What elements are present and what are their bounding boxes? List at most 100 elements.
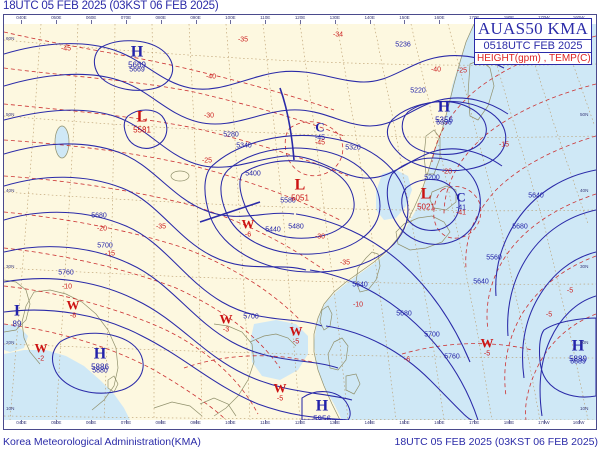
longitude-tick-label: 120E: [294, 15, 306, 20]
center-glyph: L: [420, 185, 432, 203]
pressure-center-h: H 5356: [435, 99, 453, 125]
map-frame: 040E 050E 060E 070E 080E 090E 100E 110E 120E 130E…: [3, 14, 597, 430]
pressure-center-w: W-2: [488, 418, 501, 421]
longitude-tick-label: 110E: [260, 15, 271, 20]
longitude-tick-mark: [160, 20, 162, 24]
latitude-tick-label: 20N: [6, 340, 15, 345]
isotherm-label: -15: [104, 250, 116, 258]
center-glyph: H: [93, 345, 107, 363]
pressure-center-c: C -41: [456, 191, 466, 212]
longitude-tick-label: 180E: [504, 15, 514, 20]
legend-units: HEIGHT(gpm) , TEMP(C): [477, 53, 591, 64]
pressure-center-w: W -8: [67, 299, 80, 320]
longitude-tick-mark: [91, 420, 93, 424]
longitude-tick-label: 170E: [469, 15, 479, 20]
height-contour-label: 5680: [512, 223, 528, 231]
longitude-tick-mark: [125, 20, 127, 24]
longitude-tick-mark: [265, 20, 267, 24]
longitude-tick-mark: [404, 20, 406, 24]
isotherm-label: -35: [339, 259, 351, 267]
center-glyph: W: [66, 297, 80, 313]
height-contour-label: 5700: [424, 331, 440, 339]
height-contour-label: 5280: [223, 131, 239, 139]
pressure-center-w: W -3: [220, 313, 233, 334]
center-value: 5356: [435, 115, 453, 125]
longitude-tick-label: 040E: [16, 15, 27, 20]
center-glyph: W: [241, 216, 255, 232]
center-value: 5956: [313, 414, 331, 420]
pressure-center-l: L 5581: [133, 109, 151, 135]
longitude-tick-label: 060E: [85, 15, 97, 20]
longitude-tick-label: 100E: [225, 15, 236, 20]
center-glyph: W: [488, 418, 501, 421]
longitude-tick-mark: [230, 20, 232, 24]
longitude-tick-label: 160W: [573, 15, 585, 20]
height-contour-label: 5200: [424, 174, 440, 182]
isotherm-label: -34: [332, 31, 344, 39]
longitude-tick-mark: [508, 420, 510, 424]
center-value: -41: [455, 204, 467, 212]
isotherm-label: -30: [203, 112, 215, 120]
latitude-tick-label: 50N: [580, 112, 589, 117]
longitude-tick-mark: [334, 20, 336, 24]
longitude-tick-label: 160E: [434, 15, 445, 20]
pressure-center-c: C -45: [315, 121, 325, 142]
longitude-tick-mark: [474, 420, 476, 424]
isotherm-label: -40: [430, 66, 442, 74]
longitude-axis-bottom: 040E050E060E070E080E090E100E110E120E130E…: [4, 419, 596, 429]
center-glyph: W: [219, 311, 233, 327]
center-glyph: H: [130, 43, 144, 61]
center-value: 5051: [291, 193, 309, 203]
footer-timestamp: 18UTC 05 FEB 2025 (03KST 06 FEB 2025): [394, 436, 599, 448]
center-value: -3: [222, 326, 230, 334]
isotherm-label: -20: [441, 168, 453, 176]
pressure-center-w: W -5: [274, 382, 287, 403]
isotherm-label: -45: [314, 139, 326, 147]
isotherm-label: -35: [155, 223, 167, 231]
pressure-center-h: H 5889: [569, 338, 587, 364]
height-contour-label: 5880: [92, 367, 108, 375]
center-value: -2: [37, 355, 45, 363]
isotherm-label: -10: [352, 301, 364, 309]
center-value: -5: [292, 338, 300, 346]
longitude-tick-label: 130E: [329, 15, 340, 20]
longitude-tick-mark: [21, 420, 23, 424]
latitude-tick-label: 40N: [6, 188, 15, 193]
longitude-tick-mark: [300, 20, 301, 24]
latitude-tick-label: 10N: [580, 406, 589, 411]
height-contour-label: 5580: [280, 197, 296, 205]
isotherm-label: -20: [96, 225, 108, 233]
center-value: 5889: [569, 354, 587, 364]
center-value: -5: [483, 350, 491, 358]
pressure-center-l: L 5051: [291, 177, 309, 203]
height-contour-label: 5889: [570, 358, 586, 366]
isotherm-label: -45: [60, 45, 72, 53]
isotherm-label: -5: [566, 287, 574, 295]
longitude-tick-label: 070E: [120, 15, 132, 20]
pressure-center-w: W -6: [242, 218, 255, 239]
isotherm-label: -25: [201, 157, 213, 165]
pressure-center-h: H 5669: [128, 43, 146, 70]
height-contour-label: 5680: [91, 212, 107, 220]
longitude-tick-label: 140E: [364, 15, 375, 20]
center-value: 5886: [91, 362, 109, 372]
height-contour-label: 5640: [473, 278, 489, 286]
height-contour-label: 5340: [236, 142, 252, 150]
isotherm-label: -25: [456, 67, 468, 75]
center-glyph: W: [480, 335, 494, 351]
isotherm-label: -6: [403, 356, 411, 364]
center-value: -5: [276, 395, 284, 403]
longitude-tick-mark: [230, 420, 232, 424]
isotherm-label: -40: [205, 73, 217, 81]
center-glyph: C: [315, 119, 325, 135]
pressure-center-w: W -5: [290, 325, 303, 346]
legend-valid-time: 0518UTC FEB 2025: [475, 40, 591, 53]
longitude-tick-label: 090E: [190, 15, 201, 20]
center-value: -6: [244, 231, 252, 239]
center-value: -45: [314, 134, 326, 142]
longitude-tick-mark: [56, 20, 58, 24]
pressure-center-w: W -5: [481, 337, 494, 358]
longitude-tick-mark: [195, 420, 197, 424]
longitude-tick-mark: [404, 420, 406, 424]
